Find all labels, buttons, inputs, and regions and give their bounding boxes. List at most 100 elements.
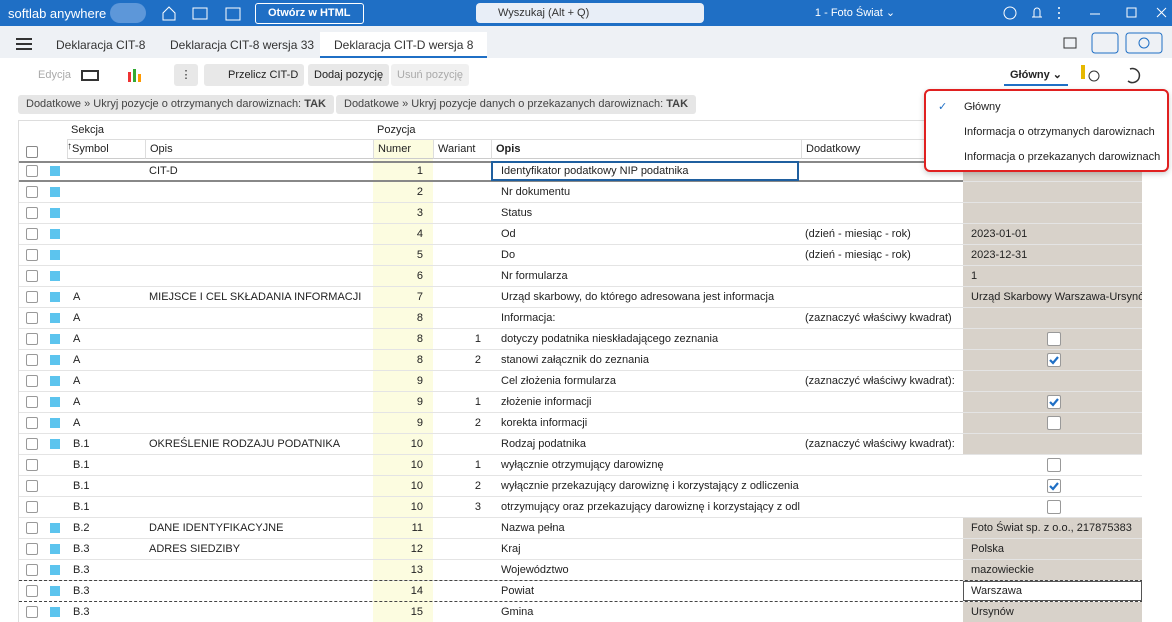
edit-button[interactable]: Edycja xyxy=(38,69,72,81)
recalc-button[interactable]: Przelicz CIT-D xyxy=(204,64,305,86)
row-line xyxy=(19,559,1142,560)
row-checkbox[interactable] xyxy=(26,291,38,303)
cell-symbol: B.3 xyxy=(73,543,90,555)
cell-extra: (zaznaczyć właściwy kwadrat): xyxy=(805,375,955,387)
row-checkbox[interactable] xyxy=(26,501,38,513)
value-checkbox[interactable] xyxy=(1047,332,1061,346)
cell-value[interactable]: Warszawa xyxy=(971,585,1022,597)
column-header[interactable]: Opis xyxy=(145,140,373,159)
add-button[interactable]: Dodaj pozycję xyxy=(308,64,390,86)
value-cell-bg xyxy=(963,371,1142,391)
row-checkbox[interactable] xyxy=(26,228,38,240)
print-chart-icons[interactable] xyxy=(80,66,172,84)
row-checkbox[interactable] xyxy=(26,354,38,366)
column-header[interactable]: Opis xyxy=(491,140,801,159)
app-switch[interactable] xyxy=(110,3,146,23)
cell-value[interactable]: Urząd Skarbowy Warszawa-Ursynó xyxy=(971,291,1142,303)
row-line xyxy=(19,202,1142,203)
row-checkbox[interactable] xyxy=(26,585,38,597)
header-group: Sekcja xyxy=(67,121,373,140)
settings-refresh-icons[interactable] xyxy=(1080,64,1150,86)
cell-value[interactable]: Ursynów xyxy=(971,606,1014,618)
cell-value[interactable]: Foto Świat sp. z o.o., 217875383 xyxy=(971,522,1132,534)
row-line xyxy=(19,349,1142,350)
row-checkbox[interactable] xyxy=(26,480,38,492)
cell-number: 10 xyxy=(410,480,423,492)
column-header[interactable]: Dodatkowy xyxy=(801,140,963,159)
value-cell-bg xyxy=(963,518,1142,538)
column-header[interactable]: Numer xyxy=(373,140,433,159)
header-checkbox[interactable] xyxy=(26,146,38,158)
row-checkbox[interactable] xyxy=(26,333,38,345)
cell-extra: (zaznaczyć właściwy kwadrat): xyxy=(805,438,955,450)
tab[interactable]: Deklaracja CIT-8 xyxy=(56,38,146,52)
more-button[interactable]: ⋮ xyxy=(174,64,198,86)
row-checkbox[interactable] xyxy=(26,165,38,177)
cell-symbol: B.1 xyxy=(73,501,90,513)
row-marker xyxy=(50,187,60,197)
search-box[interactable]: Wyszukaj (Alt + Q) xyxy=(476,3,704,23)
value-checkbox[interactable] xyxy=(1047,500,1061,514)
remove-button[interactable]: Usuń pozycję xyxy=(391,64,470,86)
value-checkbox[interactable] xyxy=(1047,395,1061,409)
row-checkbox[interactable] xyxy=(26,186,38,198)
cell-value[interactable]: 2023-12-31 xyxy=(971,249,1028,261)
row-line xyxy=(19,433,1142,434)
check-mark: ✓ xyxy=(938,101,948,113)
cell-number: 10 xyxy=(410,438,423,450)
row-line xyxy=(19,580,1142,581)
row-checkbox[interactable] xyxy=(26,312,38,324)
row-checkbox[interactable] xyxy=(26,396,38,408)
value-checkbox[interactable] xyxy=(1047,458,1061,472)
window-icons[interactable] xyxy=(1000,5,1170,21)
value-cell-bg xyxy=(963,203,1142,223)
value-checkbox[interactable] xyxy=(1047,353,1061,367)
column-header[interactable]: Symbol xyxy=(67,140,145,159)
row-checkbox[interactable] xyxy=(26,249,38,261)
row-checkbox[interactable] xyxy=(26,606,38,618)
row-checkbox[interactable] xyxy=(26,207,38,219)
dropdown-item[interactable]: Główny xyxy=(964,101,1001,113)
sort-icon: ↑ xyxy=(67,141,72,152)
column-header[interactable]: Wariant xyxy=(433,140,491,159)
dropdown-item[interactable]: Informacja o przekazanych darowiznach xyxy=(964,151,1161,163)
row-checkbox[interactable] xyxy=(26,564,38,576)
row-checkbox[interactable] xyxy=(26,270,38,282)
cell-value[interactable]: Polska xyxy=(971,543,1005,555)
cell-desc: wyłącznie przekazujący darowiznę i korzy… xyxy=(501,480,799,492)
row-line xyxy=(19,496,1142,497)
menu-icon[interactable] xyxy=(16,38,32,50)
row-line xyxy=(19,328,1142,329)
cell-value[interactable]: mazowieckie xyxy=(971,564,1034,576)
row-checkbox[interactable] xyxy=(26,522,38,534)
company-select[interactable]: 1 - Foto Świat ⌄ xyxy=(814,7,896,19)
row-checkbox[interactable] xyxy=(26,459,38,471)
row-checkbox[interactable] xyxy=(26,417,38,429)
tab[interactable]: Deklaracja CIT-8 wersja 33 xyxy=(170,38,315,52)
value-checkbox[interactable] xyxy=(1047,479,1061,493)
tab-active[interactable]: Deklaracja CIT-D wersja 8 xyxy=(320,32,488,58)
search-placeholder: Wyszukaj (Alt + Q) xyxy=(498,7,590,19)
filter-chip[interactable]: Dodatkowe » Ukryj pozycje o otrzymanych … xyxy=(18,95,334,114)
cell-value[interactable]: 2023-01-01 xyxy=(971,228,1028,240)
row-line xyxy=(19,517,1142,518)
cell-value[interactable]: 1 xyxy=(971,270,978,282)
filter-chip[interactable]: Dodatkowe » Ukryj pozycje danych o przek… xyxy=(336,95,697,114)
nav-icons[interactable] xyxy=(160,5,270,21)
row-marker xyxy=(50,166,60,176)
tab-icons[interactable] xyxy=(1060,32,1166,54)
cell-symbol: B.3 xyxy=(73,606,90,618)
value-checkbox[interactable] xyxy=(1047,416,1061,430)
row-checkbox[interactable] xyxy=(26,543,38,555)
row-line xyxy=(19,265,1142,266)
filter-label: Dodatkowe » Ukryj pozycje o otrzymanych … xyxy=(26,98,302,110)
row-marker xyxy=(50,607,60,617)
row-checkbox[interactable] xyxy=(26,375,38,387)
cell-variant: 1 xyxy=(474,333,481,345)
cell-desc: stanowi załącznik do zeznania xyxy=(501,354,649,366)
open-html-button[interactable]: Otwórz w HTML xyxy=(255,3,364,24)
view-select[interactable]: Główny ⌄ xyxy=(1004,64,1069,86)
row-checkbox[interactable] xyxy=(26,438,38,450)
row-marker xyxy=(50,292,60,302)
dropdown-item[interactable]: Informacja o otrzymanych darowiznach xyxy=(964,126,1155,138)
